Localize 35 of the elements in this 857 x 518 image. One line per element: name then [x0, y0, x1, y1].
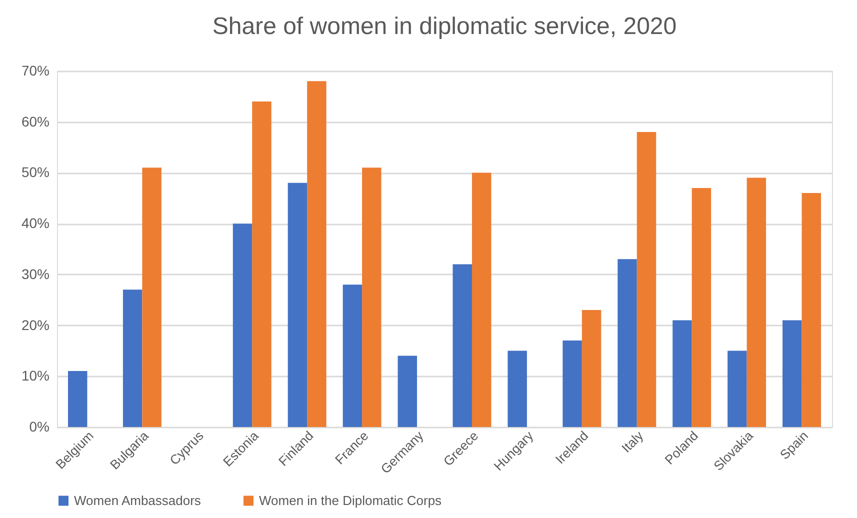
legend-label: Women in the Diplomatic Corps	[259, 492, 442, 508]
y-tick-label: 70%	[21, 62, 50, 78]
x-tick-label: Italy	[618, 428, 646, 456]
bar	[398, 356, 418, 427]
bar	[802, 193, 822, 427]
bar	[288, 182, 308, 427]
y-tick-label: 60%	[21, 113, 50, 130]
bar	[122, 290, 142, 427]
bar	[636, 132, 656, 427]
legend-label: Women Ambassadors	[74, 492, 202, 508]
bar	[342, 284, 362, 427]
bar	[692, 188, 712, 427]
y-tick-label: 50%	[21, 164, 50, 180]
bar	[307, 81, 326, 427]
y-tick-label: 30%	[21, 266, 50, 282]
y-tick-label: 10%	[21, 368, 50, 384]
bar	[142, 168, 162, 427]
y-tick-label: 20%	[21, 316, 50, 333]
bar	[582, 310, 602, 427]
bar	[232, 224, 252, 427]
bar	[472, 172, 492, 427]
bar	[68, 371, 88, 427]
chart-title: Share of women in diplomatic service, 2020	[212, 13, 677, 40]
bar	[452, 264, 472, 427]
bar	[728, 350, 747, 427]
bar	[252, 102, 272, 427]
bar	[508, 350, 527, 427]
y-tick-label: 0%	[29, 418, 50, 434]
bar	[782, 320, 802, 427]
bar	[672, 320, 692, 427]
bar	[562, 340, 582, 427]
bar	[618, 259, 637, 427]
bar	[746, 178, 766, 427]
bar	[362, 168, 382, 427]
y-tick-label: 40%	[21, 215, 50, 232]
